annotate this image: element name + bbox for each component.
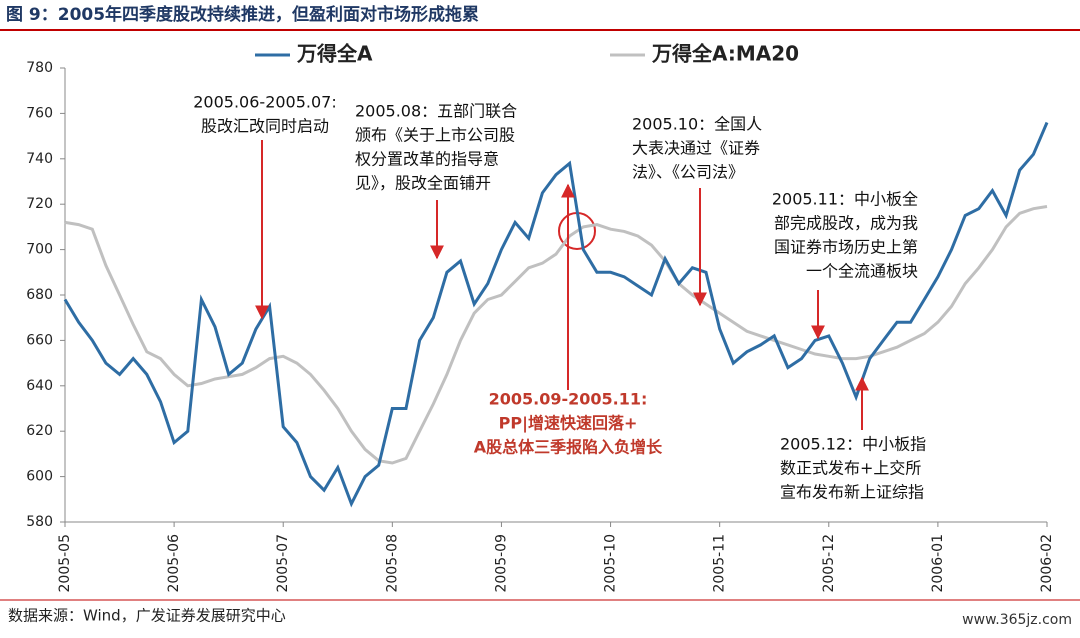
title: 图 9：2005年四季度股改持续推进，但盈利面对市场形成拖累 [6,4,479,25]
x-tick-label: 2006-02 [1039,534,1055,593]
x-tick-label: 2005-11 [712,534,728,593]
y-tick-label: 600 [26,469,53,485]
x-tick-label: 2005-09 [493,534,509,593]
annotation-text: 大表决通过《证券 [632,139,760,158]
legend-label: 万得全A:MA20 [651,42,799,66]
annotation-text: 数正式发布+上交所 [780,459,921,478]
annotation-text: 2005.08：五部门联合 [355,102,517,121]
x-tick-label: 2005-12 [821,534,837,593]
legend: 万得全A 万得全A:MA20 [255,42,799,66]
annotation-text: 颁布《关于上市公司股 [355,126,515,145]
y-tick-label: 720 [26,196,53,212]
source: 数据来源：Wind，广发证券发展研究中心 [8,607,286,625]
annotation-text: 2005.09-2005.11: [489,390,648,409]
annotation-text: 见》，股改全面铺开 [355,174,491,193]
series-line [63,121,1049,508]
y-tick-label: 580 [26,514,53,530]
y-tick-label: 620 [26,423,53,439]
x-tick-label: 2005-08 [384,534,400,593]
legend-label: 万得全A [296,42,373,66]
x-tick-label: 2005-05 [57,534,73,593]
y-tick-label: 780 [26,60,53,76]
series-line [64,205,1048,465]
x-tick-label: 2005-10 [603,534,619,593]
y-tick-label: 680 [26,287,53,303]
watermark: www.365jz.com [962,612,1072,628]
annotation-text: A股总体三季报陷入负增长 [474,438,663,457]
annotation-text: 一个全流通板块 [806,262,918,281]
annotation-text: 宣布发布新上证综指 [780,483,924,502]
annotation-text: 股改汇改同时启动 [201,117,329,136]
annotation-text: 权分置改革的指导意 [355,150,499,169]
y-tick-label: 760 [26,105,53,121]
annotation-text: 2005.11：中小板全 [772,190,918,209]
y-tick-label: 660 [26,332,53,348]
annotation-text: 2005.12：中小板指 [780,435,926,454]
annotation-text: 2005.10：全国人 [632,115,762,134]
y-tick-label: 700 [26,242,53,258]
annotation-text: 法》、《公司法》 [632,163,744,182]
x-tick-label: 2006-01 [930,534,946,593]
annotation-text: 部完成股改，成为我 [774,214,918,233]
annotation-text: PP|增速快速回落+ [499,414,638,434]
annotation-text: 国证券市场历史上第 [774,238,918,257]
y-tick-label: 640 [26,378,53,394]
y-tick-label: 740 [26,151,53,167]
x-tick-label: 2005-06 [166,534,182,593]
x-tick-label: 2005-07 [275,534,291,593]
annotation-text: 2005.06-2005.07: [193,93,337,112]
